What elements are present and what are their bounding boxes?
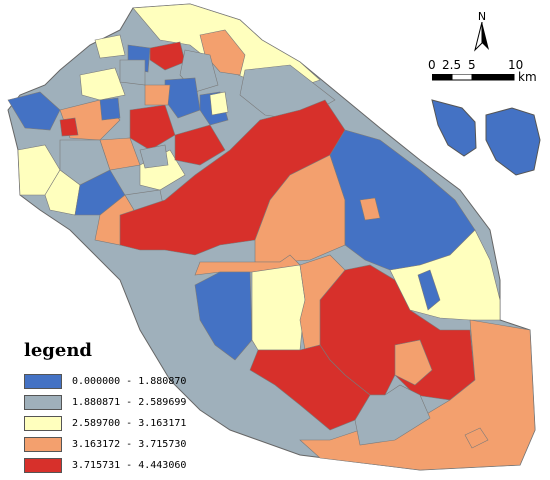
legend-swatch-2 [24,395,62,410]
legend-label-1: 0.000000 - 1.880870 [72,376,187,387]
scale-tick-2: 5 [468,58,476,72]
island-west [431,99,477,157]
legend-row-1: 0.000000 - 1.880870 [24,371,224,392]
legend-label-4: 3.163172 - 3.715730 [72,439,187,450]
legend-row-4: 3.163172 - 3.715730 [24,434,224,455]
legend-label-5: 3.715731 - 4.443060 [72,460,187,471]
region-east-yellow [389,229,501,321]
region-east-blue-strip [417,269,441,311]
map-legend: legend 0.000000 - 1.880870 1.880871 - 2.… [24,340,224,476]
legend-title: legend [24,340,93,361]
north-arrow-label: N [477,10,487,23]
region-southeast-orange-small [394,339,433,386]
scale-tick-1: 2.5 [442,58,462,72]
region-misc-red [59,117,79,137]
scale-tick-0: 0 [428,58,436,72]
legend-swatch-3 [24,416,62,431]
region-misc-grey2 [139,144,169,169]
region-southwest-blue [194,271,253,361]
region-south-grey [354,384,431,446]
legend-label-3: 2.589700 - 3.163171 [72,418,187,429]
region-urban-red1 [129,104,176,151]
scale-unit: km [518,70,537,84]
region-misc-grey [119,59,146,86]
region-central-orange [254,154,346,263]
region-south-outline-detail [464,427,489,449]
region-southwest-red [249,344,371,431]
region-misc-blue [99,97,121,121]
legend-swatch-1 [24,374,62,389]
region-urban-yellow1 [79,67,126,101]
scale-bar: 0 2.5 5 10 km [428,58,538,92]
region-misc-yellow2 [209,91,229,116]
legend-row-2: 1.880871 - 2.589699 [24,392,224,413]
region-misc-orange [144,84,171,106]
north-arrow-icon [474,22,489,52]
region-east-orange-small [359,197,381,221]
north-arrow: N [470,10,494,52]
legend-row-5: 3.715731 - 4.443060 [24,455,224,476]
region-south-yellow [251,264,306,351]
region-urban-yellow2 [44,169,81,216]
scale-bar-graphic [432,74,515,81]
region-urban-red2 [174,124,226,166]
region-north-red [149,41,186,71]
region-misc-yellow [94,34,126,59]
scale-tick-3: 10 [508,58,524,72]
legend-label-2: 1.880871 - 2.589699 [72,397,187,408]
legend-swatch-4 [24,437,62,452]
island-east [485,107,541,176]
legend-row-3: 2.589700 - 3.163171 [24,413,224,434]
legend-swatch-5 [24,458,62,473]
region-west-blue [7,91,61,131]
